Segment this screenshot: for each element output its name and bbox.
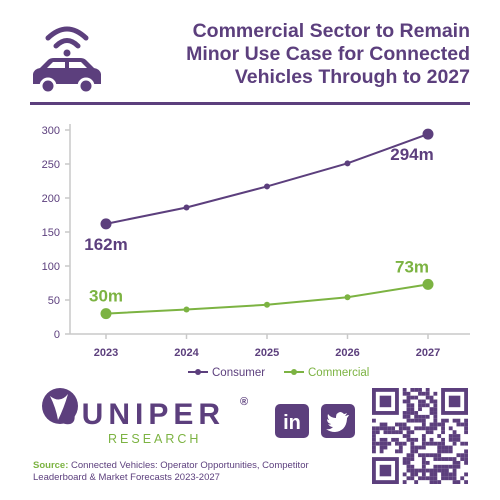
data-point xyxy=(100,308,112,320)
source-label: Source: xyxy=(33,460,69,471)
data-point xyxy=(344,294,351,301)
registered-mark: ® xyxy=(240,396,249,408)
legend-swatch-marker xyxy=(291,369,297,375)
source-text: Connected Vehicles: Operator Opportuniti… xyxy=(33,460,309,483)
y-tick-label: 50 xyxy=(48,295,60,307)
twitter-button[interactable] xyxy=(321,404,355,438)
qr-code-icon[interactable] xyxy=(372,388,468,484)
linkedin-icon-text: in xyxy=(283,412,301,434)
data-point xyxy=(422,128,434,140)
x-tick-label: 2023 xyxy=(94,347,118,359)
y-tick-label: 300 xyxy=(42,125,60,137)
series-line-commercial xyxy=(105,283,429,315)
linkedin-button[interactable]: in xyxy=(275,404,309,438)
chart-title: Commercial Sector to Remain Minor Use Ca… xyxy=(130,20,470,89)
line-chart: 0 50 100 150 200 250 300 2023 2024 2025 2026 2027 16… xyxy=(42,124,470,379)
legend-label: Consumer xyxy=(212,367,265,379)
source-note: Source: Connected Vehicles: Operator Opp… xyxy=(33,460,363,484)
linkedin-icon: in xyxy=(283,412,301,434)
y-tick-label: 200 xyxy=(42,193,60,205)
y-tick-label: 100 xyxy=(42,261,60,273)
legend-label: Commercial xyxy=(308,367,369,379)
connected-car-icon xyxy=(33,26,101,95)
x-tick-label: 2025 xyxy=(255,347,279,359)
data-point xyxy=(183,204,190,211)
data-label: 73m xyxy=(395,257,429,276)
data-point xyxy=(422,278,434,290)
x-tick-label: 2024 xyxy=(174,347,199,359)
y-tick-label: 150 xyxy=(42,227,60,239)
title-line-1: Commercial Sector to Remain xyxy=(192,20,470,42)
juniper-logo-mark xyxy=(42,388,78,424)
y-tick-label: 0 xyxy=(54,329,60,341)
title-line-3: Vehicles Through to 2027 xyxy=(234,66,470,88)
series-line-consumer xyxy=(105,133,429,225)
data-point xyxy=(264,301,270,308)
company-subtitle: RESEARCH xyxy=(108,432,202,446)
company-name: JUNIPER xyxy=(60,398,226,431)
x-tick-label: 2027 xyxy=(416,347,440,359)
twitter-bird-icon xyxy=(326,412,349,432)
data-point xyxy=(264,183,270,190)
data-point xyxy=(100,218,112,230)
data-label: 30m xyxy=(89,287,123,306)
data-point xyxy=(183,306,190,313)
data-label: 162m xyxy=(84,235,127,254)
data-label: 294m xyxy=(390,145,433,164)
legend-swatch-marker xyxy=(195,369,201,375)
x-tick-label: 2026 xyxy=(335,347,359,359)
data-point xyxy=(344,160,351,167)
title-divider xyxy=(30,102,470,105)
title-line-2: Minor Use Case for Connected xyxy=(186,43,470,65)
y-tick-label: 250 xyxy=(42,159,60,171)
